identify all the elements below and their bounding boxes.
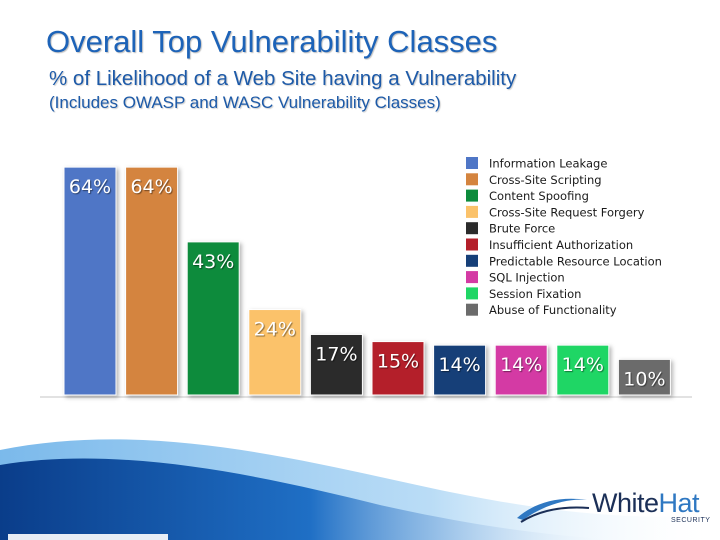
bar-value-label: 14% bbox=[438, 354, 480, 376]
bar-value-label: 17% bbox=[315, 343, 357, 365]
legend-swatch bbox=[466, 173, 478, 186]
slide-subtitle: % of Likelihood of a Web Site having a V… bbox=[49, 67, 517, 90]
legend-swatch bbox=[466, 205, 478, 218]
legend-label: Brute Force bbox=[489, 222, 555, 236]
bar-value-label: 24% bbox=[254, 319, 296, 341]
legend-label: Session Fixation bbox=[489, 287, 581, 301]
legend-label: Abuse of Functionality bbox=[489, 303, 617, 317]
bar-value-label: 64% bbox=[130, 176, 172, 198]
bar-value-label: 14% bbox=[500, 354, 542, 376]
bar-4 bbox=[248, 309, 302, 396]
legend-label: Insufficient Authorization bbox=[489, 238, 633, 252]
legend-swatch bbox=[466, 287, 478, 300]
bar-value-label: 64% bbox=[69, 176, 111, 198]
bar-value-label: 43% bbox=[192, 251, 234, 273]
slide-title: Overall Top Vulnerability Classes bbox=[46, 24, 498, 59]
legend-swatch bbox=[466, 303, 478, 316]
legend-label: Content Spoofing bbox=[489, 189, 589, 203]
whitehat-logo: WhiteHat SECURITY bbox=[515, 488, 710, 530]
legend-label: SQL Injection bbox=[489, 271, 565, 285]
bar-3 bbox=[186, 241, 240, 396]
bar-8 bbox=[494, 344, 548, 396]
bar-1 bbox=[63, 166, 117, 396]
legend-swatch bbox=[466, 222, 478, 235]
bar-10 bbox=[617, 358, 671, 396]
legend-swatch bbox=[466, 238, 478, 251]
hat-swoosh-icon bbox=[517, 498, 590, 523]
legend-label: Predictable Resource Location bbox=[489, 254, 662, 268]
legend-swatch bbox=[466, 189, 478, 202]
legend-label: Cross-Site Scripting bbox=[489, 173, 602, 187]
bar-chart: 64% 64% 43% 24% 17% 15% 14% 14% 14% 10% Informatio… bbox=[40, 157, 692, 398]
legend-label: Cross-Site Request Forgery bbox=[489, 205, 645, 219]
legend-swatch bbox=[466, 271, 478, 284]
footer-wave bbox=[0, 439, 720, 540]
logo-word-white: White bbox=[592, 488, 659, 518]
bar-6 bbox=[371, 341, 425, 396]
bar-7 bbox=[433, 344, 487, 396]
logo-tagline: SECURITY bbox=[671, 517, 711, 524]
logo-wordmark: WhiteHat bbox=[592, 488, 700, 519]
bar-5 bbox=[309, 333, 363, 396]
bar-value-label: 10% bbox=[623, 368, 665, 390]
legend-label: Information Leakage bbox=[489, 157, 607, 171]
bar-value-label: 14% bbox=[562, 354, 604, 376]
legend-swatch bbox=[466, 157, 478, 169]
logo-word-hat: Hat bbox=[658, 488, 700, 518]
legend-swatch bbox=[466, 254, 478, 267]
slide-subtitle-note: (Includes OWASP and WASC Vulnerability C… bbox=[49, 93, 441, 112]
bar-value-label: 15% bbox=[377, 351, 419, 373]
bar-2 bbox=[125, 166, 179, 396]
bar-9 bbox=[556, 344, 610, 396]
